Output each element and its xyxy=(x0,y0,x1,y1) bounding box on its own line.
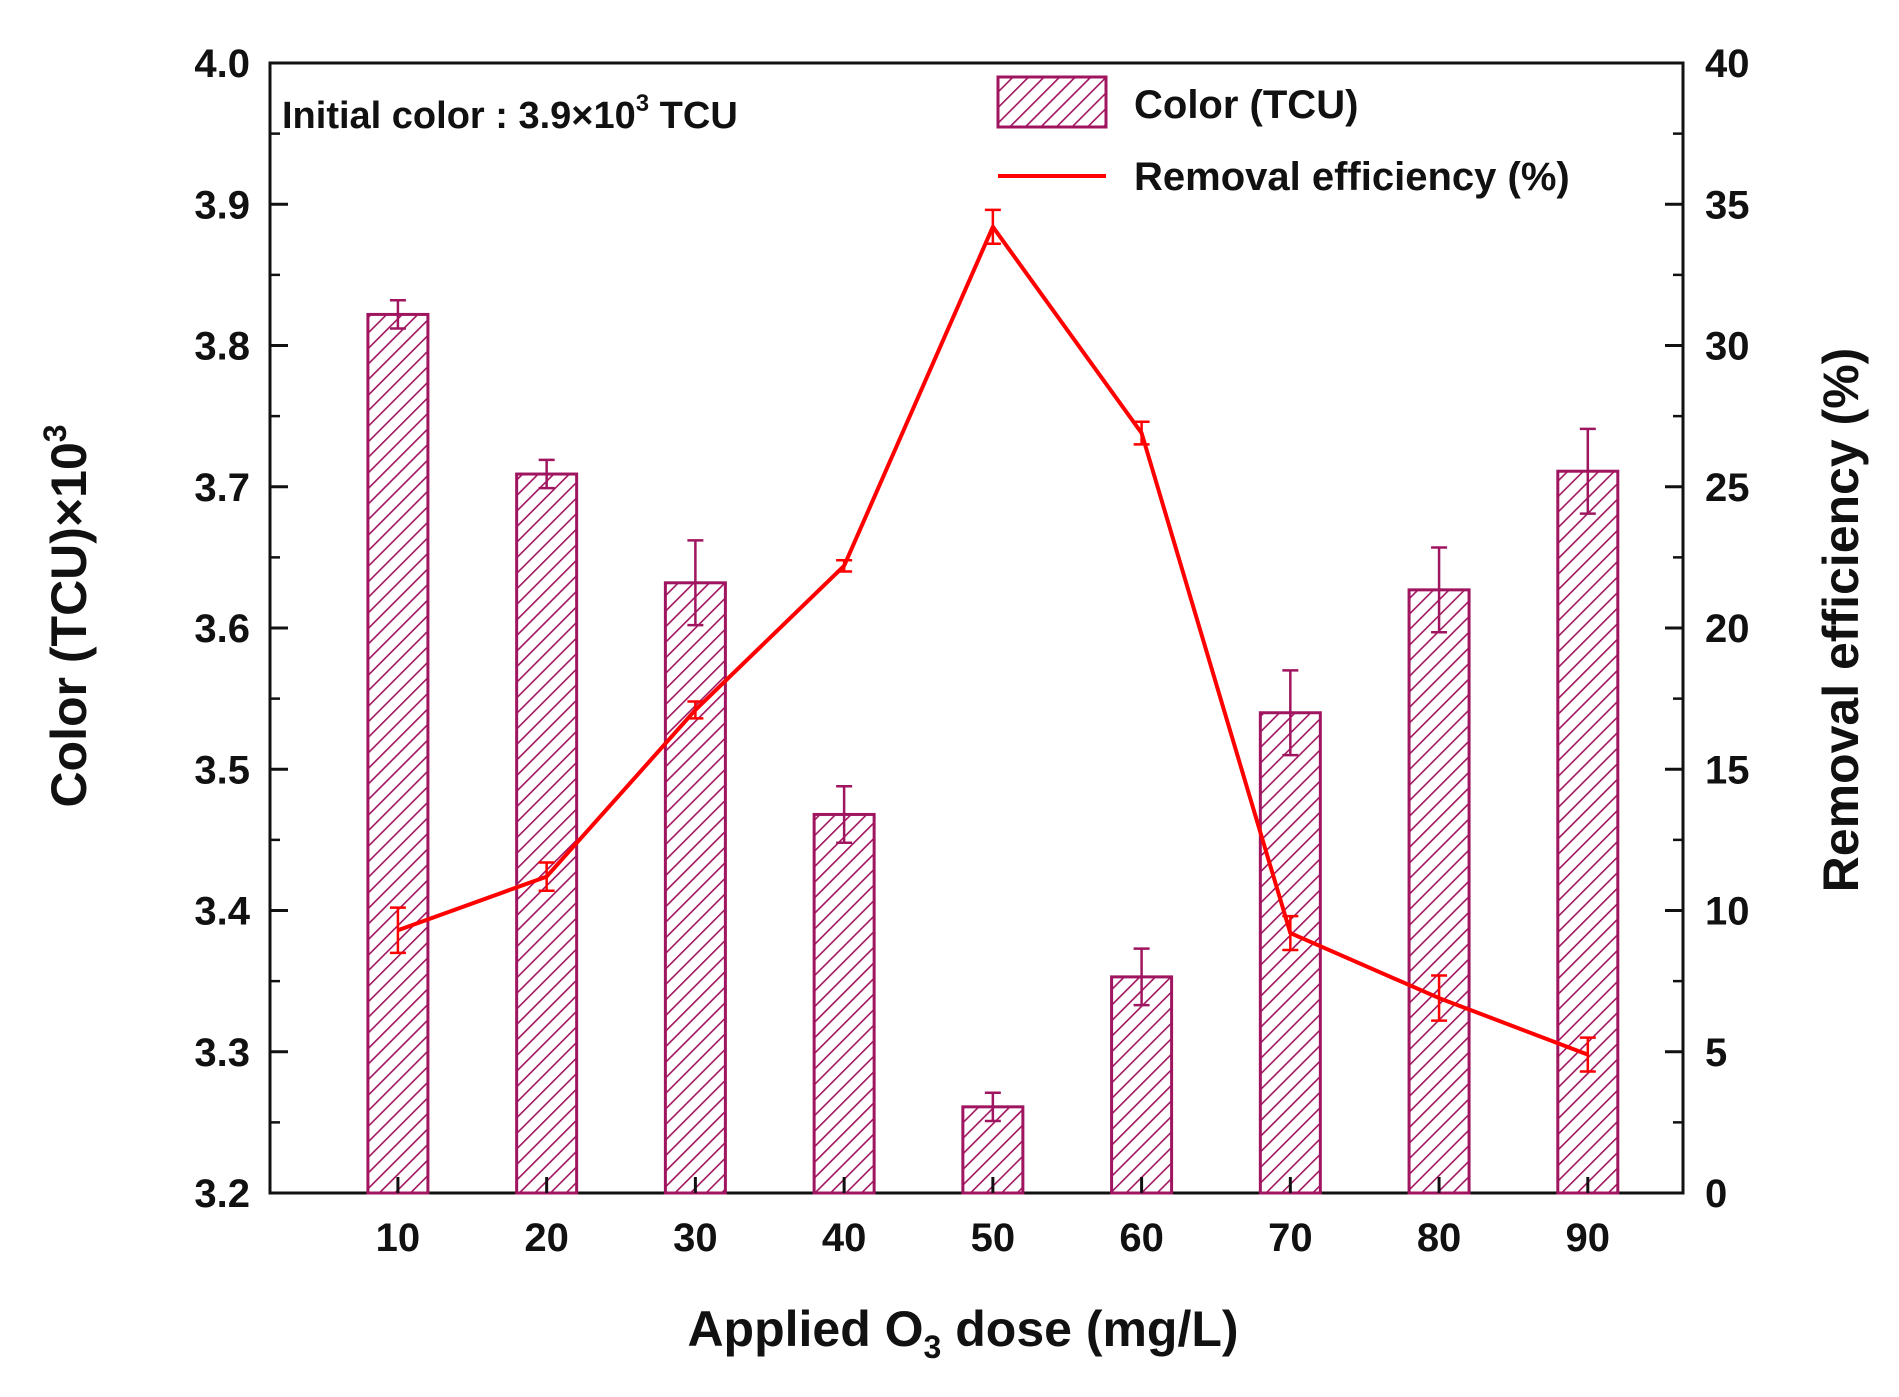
bar-30 xyxy=(663,581,727,1195)
right-tick-label-10: 10 xyxy=(1705,890,1750,934)
x-axis-title-suffix: dose (mg/L) xyxy=(941,1301,1238,1357)
annotation-suffix: TCU xyxy=(649,95,738,137)
left-axis-ticks: 3.2 3.3 3.4 3.5 3.6 3.7 3.8 3.9 4.0 xyxy=(194,42,288,1216)
right-axis-title: Removal efficiency (%) xyxy=(1813,348,1869,893)
left-tick-label-4.0: 4.0 xyxy=(194,42,250,86)
x-tick-label-90: 90 xyxy=(1566,1216,1611,1260)
x-axis-title-sub: 3 xyxy=(924,1329,942,1365)
legend-label-color: Color (TCU) xyxy=(1134,83,1358,127)
x-tick-label-10: 10 xyxy=(376,1216,421,1260)
bar-series xyxy=(366,299,1620,1195)
left-tick-label-3.9: 3.9 xyxy=(194,183,250,227)
left-tick-label-3.5: 3.5 xyxy=(194,748,250,792)
bar-60 xyxy=(1110,975,1174,1195)
x-axis-title: Applied O3 dose (mg/L) xyxy=(687,1301,1238,1365)
left-tick-label-3.4: 3.4 xyxy=(194,890,250,934)
x-tick-label-60: 60 xyxy=(1119,1216,1164,1260)
annotation-initial-color: Initial color : 3.9×103 TCU xyxy=(282,90,738,137)
line-series xyxy=(389,208,1596,1073)
left-axis-title: Color (TCU)×103 xyxy=(37,424,97,807)
left-tick-label-3.7: 3.7 xyxy=(194,466,250,510)
x-tick-label-50: 50 xyxy=(971,1216,1016,1260)
bar-20 xyxy=(515,472,579,1195)
right-axis-ticks: 0 5 10 15 20 25 30 35 40 xyxy=(1665,42,1750,1216)
right-tick-label-0: 0 xyxy=(1705,1172,1727,1216)
bar-70 xyxy=(1258,711,1322,1195)
bar-40 xyxy=(812,812,876,1195)
x-axis-title-prefix: Applied O xyxy=(687,1301,923,1357)
left-tick-label-3.2: 3.2 xyxy=(194,1172,250,1216)
bar-80 xyxy=(1407,588,1471,1195)
bar-90 xyxy=(1556,469,1620,1195)
right-tick-label-15: 15 xyxy=(1705,748,1750,792)
x-tick-label-40: 40 xyxy=(822,1216,867,1260)
left-tick-label-3.8: 3.8 xyxy=(194,325,250,369)
x-tick-label-20: 20 xyxy=(524,1216,569,1260)
legend-label-removal: Removal efficiency (%) xyxy=(1134,155,1570,199)
right-tick-label-35: 35 xyxy=(1705,183,1750,227)
plot-border xyxy=(268,61,1685,1195)
right-tick-label-20: 20 xyxy=(1705,607,1750,651)
annotation-sup: 3 xyxy=(636,90,649,117)
left-tick-label-3.6: 3.6 xyxy=(194,607,250,651)
x-axis-ticks: 10 20 30 40 50 60 70 80 90 xyxy=(376,1177,1610,1260)
right-tick-label-5: 5 xyxy=(1705,1031,1727,1075)
right-tick-label-30: 30 xyxy=(1705,325,1750,369)
bar-10 xyxy=(366,312,430,1195)
x-tick-label-30: 30 xyxy=(673,1216,718,1260)
left-axis-title-main: Color (TCU)×10 xyxy=(41,442,97,807)
legend-swatch-color xyxy=(996,75,1108,129)
plot-frame xyxy=(268,61,1685,1195)
x-tick-label-80: 80 xyxy=(1417,1216,1462,1260)
annotation-prefix: Initial color : 3.9×10 xyxy=(282,95,636,137)
left-axis-title-sup: 3 xyxy=(37,424,73,442)
right-tick-label-25: 25 xyxy=(1705,466,1750,510)
legend: Color (TCU) Removal efficiency (%) xyxy=(996,75,1570,199)
left-tick-label-3.3: 3.3 xyxy=(194,1031,250,1075)
x-tick-label-70: 70 xyxy=(1268,1216,1313,1260)
right-tick-label-40: 40 xyxy=(1705,42,1750,86)
